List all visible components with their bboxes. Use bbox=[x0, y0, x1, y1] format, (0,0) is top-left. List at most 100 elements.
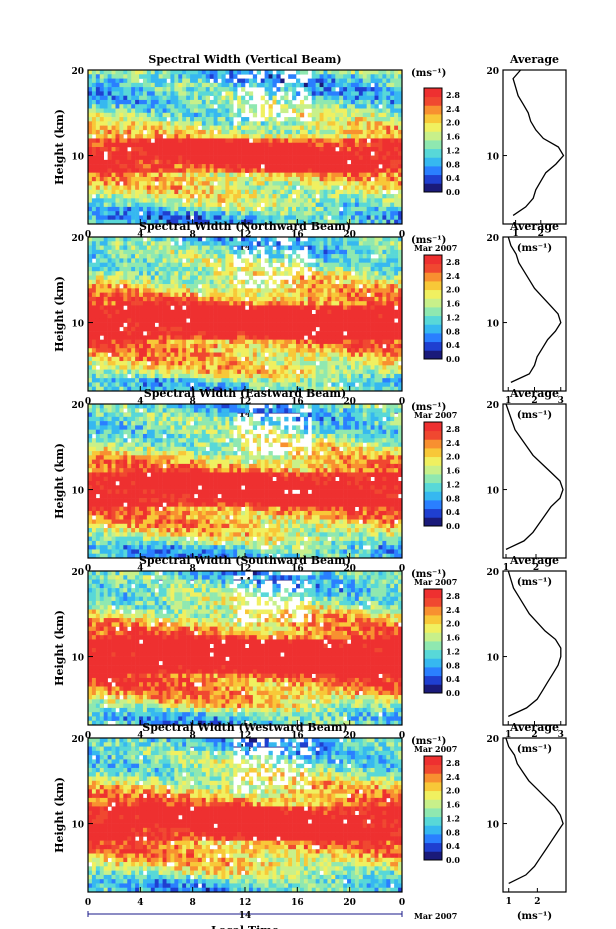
heatmap-cell bbox=[316, 314, 320, 319]
heatmap-cell bbox=[272, 254, 276, 259]
heatmap-cell bbox=[257, 194, 261, 199]
heatmap-cell bbox=[190, 83, 194, 88]
heatmap-cell bbox=[308, 160, 312, 165]
heatmap-cell bbox=[394, 109, 398, 114]
heatmap-cell bbox=[375, 327, 379, 332]
heatmap-cell bbox=[292, 357, 296, 362]
heatmap-cell bbox=[108, 271, 112, 276]
heatmap-cell bbox=[96, 91, 100, 96]
colorbar-swatch bbox=[424, 114, 442, 123]
heatmap-cell bbox=[163, 267, 167, 272]
heatmap-cell bbox=[147, 83, 151, 88]
heatmap-cell bbox=[324, 314, 328, 319]
heatmap-cell bbox=[249, 310, 253, 315]
heatmap-cell bbox=[335, 151, 339, 156]
heatmap-cell bbox=[320, 113, 324, 118]
heatmap-cell bbox=[280, 284, 284, 289]
heatmap-cell bbox=[135, 331, 139, 336]
heatmap-cell bbox=[202, 323, 206, 328]
heatmap-cell bbox=[202, 87, 206, 92]
heatmap-cell bbox=[123, 335, 127, 340]
heatmap-cell bbox=[312, 177, 316, 182]
heatmap-cell bbox=[210, 190, 214, 195]
heatmap-cell bbox=[115, 310, 119, 315]
heatmap-cell bbox=[276, 301, 280, 306]
heatmap-cell bbox=[119, 173, 123, 178]
heatmap-cell bbox=[104, 198, 108, 203]
heatmap-cell bbox=[186, 305, 190, 310]
heatmap-cell bbox=[276, 87, 280, 92]
heatmap-cell bbox=[272, 207, 276, 212]
heatmap-cell bbox=[163, 104, 167, 109]
heatmap-cell bbox=[143, 288, 147, 293]
heatmap-cell bbox=[269, 96, 273, 101]
heatmap-cell bbox=[210, 194, 214, 199]
heatmap-cell bbox=[225, 267, 229, 272]
heatmap-cell bbox=[143, 117, 147, 122]
heatmap-cell bbox=[284, 138, 288, 143]
heatmap-cell bbox=[167, 104, 171, 109]
heatmap-cell bbox=[119, 280, 123, 285]
heatmap-cell bbox=[163, 109, 167, 114]
heatmap-cell bbox=[229, 310, 233, 315]
heatmap-cell bbox=[96, 353, 100, 358]
heatmap-cell bbox=[104, 70, 108, 75]
heatmap-cell bbox=[178, 198, 182, 203]
heatmap-cell bbox=[241, 267, 245, 272]
heatmap-cell bbox=[127, 241, 131, 246]
heatmap-cell bbox=[367, 121, 371, 126]
heatmap-cell bbox=[331, 318, 335, 323]
heatmap-cell bbox=[265, 293, 269, 298]
colorbar-tick-label: 1.2 bbox=[446, 145, 460, 155]
heatmap-cell bbox=[135, 241, 139, 246]
heatmap-cell bbox=[123, 301, 127, 306]
heatmap-cell bbox=[155, 288, 159, 293]
heatmap-cell bbox=[151, 361, 155, 366]
heatmap-cell bbox=[284, 134, 288, 139]
heatmap-cell bbox=[194, 83, 198, 88]
heatmap-cell bbox=[167, 267, 171, 272]
heatmap-cell bbox=[143, 151, 147, 156]
heatmap-cell bbox=[237, 305, 241, 310]
heatmap-cell bbox=[159, 323, 163, 328]
heatmap-cell bbox=[151, 117, 155, 122]
heatmap-cell bbox=[147, 147, 151, 152]
heatmap-cell bbox=[214, 109, 218, 114]
heatmap-cell bbox=[127, 134, 131, 139]
heatmap-cell bbox=[237, 143, 241, 148]
heatmap-cell bbox=[375, 74, 379, 79]
heatmap-cell bbox=[135, 151, 139, 156]
heatmap-cell bbox=[343, 207, 347, 212]
heatmap-cell bbox=[316, 100, 320, 105]
heatmap-cell bbox=[151, 100, 155, 105]
heatmap-cell bbox=[108, 143, 112, 148]
heatmap-cell bbox=[155, 353, 159, 358]
heatmap-cell bbox=[155, 310, 159, 315]
heatmap-cell bbox=[131, 271, 135, 276]
heatmap-cell bbox=[261, 310, 265, 315]
heatmap-cell bbox=[237, 83, 241, 88]
heatmap-cell bbox=[92, 74, 96, 79]
heatmap-cell bbox=[167, 318, 171, 323]
heatmap-cell bbox=[316, 168, 320, 173]
heatmap-cell bbox=[308, 305, 312, 310]
heatmap-cell bbox=[88, 305, 92, 310]
heatmap-cell bbox=[284, 87, 288, 92]
heatmap-cell bbox=[233, 314, 237, 319]
heatmap-cell bbox=[194, 198, 198, 203]
heatmap-cell bbox=[218, 293, 222, 298]
heatmap-cell bbox=[123, 263, 127, 268]
heatmap-cell bbox=[127, 156, 131, 161]
heatmap-cell bbox=[135, 344, 139, 349]
heatmap-cell bbox=[237, 353, 241, 358]
heatmap-cell bbox=[327, 276, 331, 281]
heatmap-cell bbox=[155, 340, 159, 345]
heatmap-cell bbox=[284, 143, 288, 148]
heatmap-cell bbox=[115, 186, 119, 191]
heatmap-cell bbox=[382, 100, 386, 105]
heatmap-cell bbox=[108, 138, 112, 143]
heatmap-cell bbox=[249, 168, 253, 173]
heatmap-cell bbox=[347, 104, 351, 109]
heatmap-cell bbox=[331, 310, 335, 315]
heatmap-cell bbox=[119, 348, 123, 353]
